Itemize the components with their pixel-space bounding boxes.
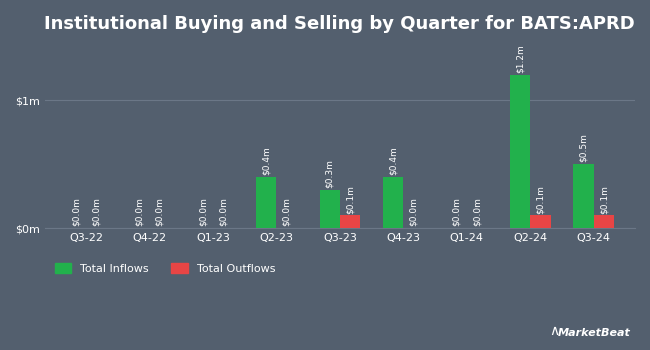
Text: $0.0m: $0.0m (409, 197, 418, 226)
Text: $0.3m: $0.3m (325, 159, 334, 188)
Text: $0.0m: $0.0m (135, 197, 144, 226)
Bar (383, 177, 404, 228)
Bar (573, 164, 593, 228)
Text: MarketBeat: MarketBeat (558, 328, 630, 338)
Text: $0.0m: $0.0m (155, 197, 164, 226)
Text: $0.4m: $0.4m (262, 146, 271, 175)
Bar (256, 177, 276, 228)
Bar (320, 190, 340, 228)
Legend: Total Inflows, Total Outflows: Total Inflows, Total Outflows (50, 259, 280, 278)
Text: $0.0m: $0.0m (198, 197, 207, 226)
Bar (593, 216, 614, 228)
Text: $0.0m: $0.0m (452, 197, 461, 226)
Bar (340, 216, 360, 228)
Text: $0.5m: $0.5m (579, 133, 588, 162)
Text: $0.1m: $0.1m (346, 185, 354, 214)
Text: $0.0m: $0.0m (72, 197, 81, 226)
Text: $1.2m: $1.2m (515, 44, 525, 73)
Text: $0.0m: $0.0m (473, 197, 482, 226)
Text: $0.0m: $0.0m (218, 197, 227, 226)
Text: $0.1m: $0.1m (599, 185, 608, 214)
Text: $0.4m: $0.4m (389, 146, 398, 175)
Text: $0.0m: $0.0m (282, 197, 291, 226)
Text: ∧: ∧ (549, 324, 560, 338)
Bar (510, 75, 530, 228)
Text: $0.1m: $0.1m (536, 185, 545, 214)
Title: Institutional Buying and Selling by Quarter for BATS:APRD: Institutional Buying and Selling by Quar… (44, 15, 635, 33)
Text: $0.0m: $0.0m (92, 197, 101, 226)
Bar (530, 216, 551, 228)
